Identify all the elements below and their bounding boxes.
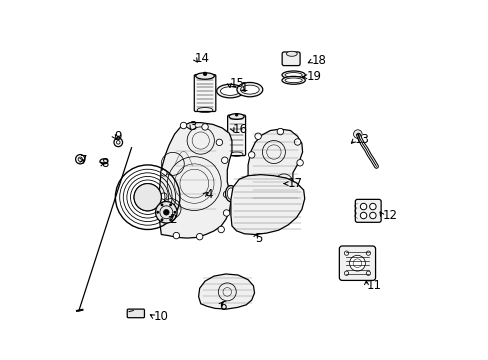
Ellipse shape: [100, 159, 108, 164]
Circle shape: [160, 218, 163, 221]
Ellipse shape: [237, 82, 262, 97]
Ellipse shape: [216, 84, 243, 98]
Circle shape: [216, 139, 222, 145]
Circle shape: [369, 212, 375, 219]
Polygon shape: [198, 274, 254, 309]
Ellipse shape: [195, 73, 214, 79]
Circle shape: [155, 202, 177, 223]
Text: 13: 13: [354, 133, 369, 146]
Ellipse shape: [286, 51, 297, 56]
Text: 12: 12: [382, 210, 397, 222]
Circle shape: [162, 216, 168, 223]
Circle shape: [163, 210, 169, 215]
Circle shape: [349, 255, 365, 271]
Circle shape: [235, 113, 238, 116]
Text: 16: 16: [233, 123, 247, 136]
Ellipse shape: [220, 87, 239, 95]
Circle shape: [223, 210, 229, 216]
Circle shape: [221, 157, 227, 163]
Circle shape: [296, 159, 303, 166]
Ellipse shape: [228, 114, 244, 120]
Circle shape: [134, 184, 161, 211]
Circle shape: [160, 170, 167, 176]
Ellipse shape: [285, 78, 302, 83]
Ellipse shape: [282, 76, 305, 84]
Text: 6: 6: [219, 300, 226, 313]
Circle shape: [169, 203, 172, 206]
Ellipse shape: [240, 85, 259, 94]
Circle shape: [156, 211, 159, 214]
Circle shape: [203, 72, 206, 76]
Text: 15: 15: [229, 77, 244, 90]
FancyBboxPatch shape: [127, 309, 144, 318]
Ellipse shape: [285, 73, 302, 77]
Circle shape: [369, 203, 375, 210]
Circle shape: [293, 189, 299, 196]
Circle shape: [160, 193, 167, 199]
Text: 10: 10: [154, 310, 169, 324]
Text: 19: 19: [305, 70, 321, 83]
Circle shape: [180, 122, 186, 129]
Text: 14: 14: [195, 52, 209, 65]
Circle shape: [353, 130, 362, 138]
FancyBboxPatch shape: [355, 199, 380, 222]
Circle shape: [223, 191, 229, 198]
Polygon shape: [159, 123, 231, 238]
Circle shape: [196, 233, 203, 240]
Polygon shape: [230, 175, 304, 234]
FancyBboxPatch shape: [339, 246, 375, 280]
FancyBboxPatch shape: [227, 115, 245, 156]
Circle shape: [218, 226, 224, 233]
Text: 3: 3: [188, 121, 196, 134]
FancyBboxPatch shape: [282, 52, 300, 66]
Text: 4: 4: [204, 188, 212, 201]
Circle shape: [169, 218, 172, 221]
Text: 11: 11: [366, 279, 381, 292]
Text: 5: 5: [255, 231, 262, 244]
Text: 9: 9: [115, 130, 122, 144]
Text: 17: 17: [287, 177, 302, 190]
Circle shape: [202, 124, 208, 130]
Circle shape: [284, 201, 290, 208]
Polygon shape: [247, 129, 302, 206]
Circle shape: [248, 152, 254, 158]
Text: 7: 7: [80, 154, 87, 167]
Ellipse shape: [225, 185, 236, 202]
Text: 18: 18: [311, 54, 326, 67]
Circle shape: [360, 212, 366, 219]
Circle shape: [360, 203, 366, 210]
Circle shape: [173, 232, 179, 239]
Circle shape: [254, 133, 261, 139]
Text: 2: 2: [169, 213, 176, 226]
Text: 1: 1: [241, 81, 248, 94]
Text: 8: 8: [101, 157, 108, 170]
Circle shape: [277, 129, 283, 135]
Circle shape: [294, 139, 300, 145]
Circle shape: [173, 211, 176, 214]
Circle shape: [160, 203, 163, 206]
Circle shape: [250, 187, 256, 193]
FancyBboxPatch shape: [194, 75, 215, 112]
Ellipse shape: [227, 188, 234, 199]
Ellipse shape: [282, 71, 305, 79]
